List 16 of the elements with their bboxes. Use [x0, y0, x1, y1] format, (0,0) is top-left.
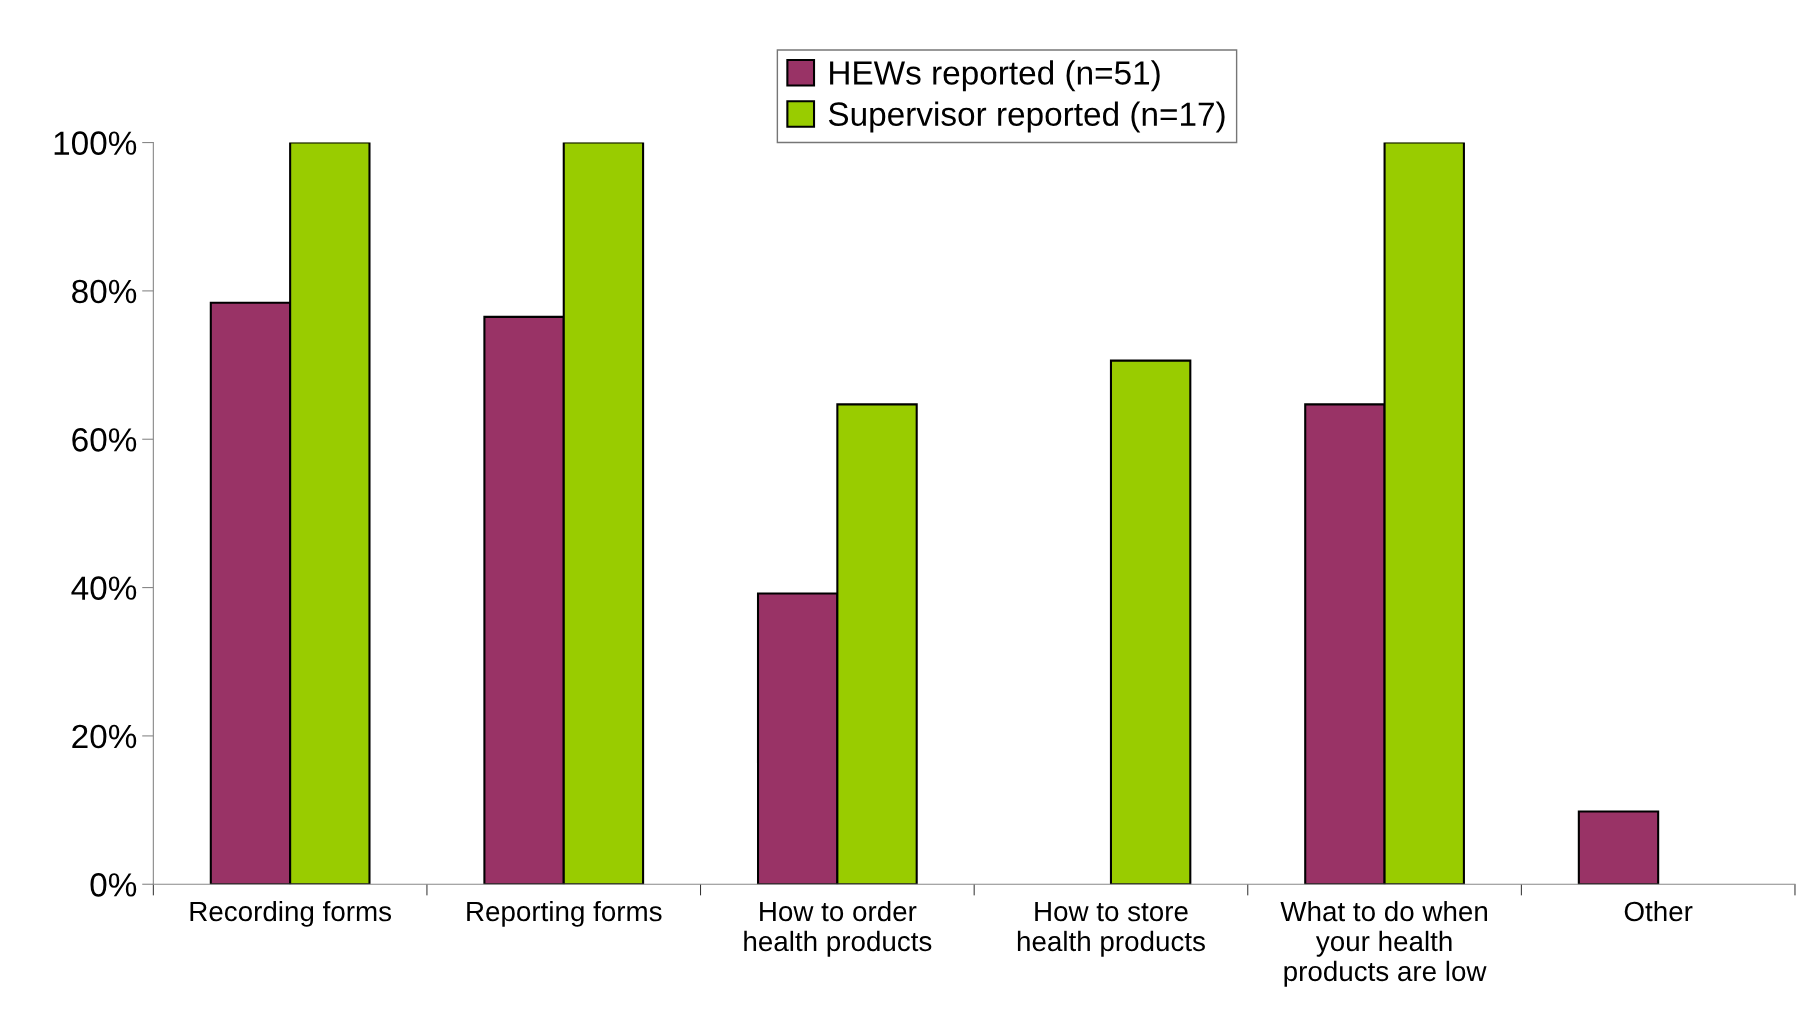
x-tick-label: What to do when your health products are low	[1280, 900, 1487, 987]
y-tick-label: 100%	[54, 131, 137, 155]
x-tick-label: Recording forms	[190, 900, 392, 927]
bar	[1577, 810, 1660, 885]
x-tick-label: Other	[1624, 900, 1693, 922]
y-tick-label: 60%	[72, 428, 137, 452]
y-tick-label: 0%	[90, 873, 137, 897]
legend-label: HEWs reported (n=51)	[830, 60, 1160, 92]
bar	[1109, 359, 1192, 885]
x-tick-label: How to order health products	[744, 900, 932, 957]
x-tick-label: How to store health products	[1017, 901, 1205, 957]
y-tick-label: 20%	[72, 724, 137, 749]
y-tick-label: 80%	[72, 279, 137, 304]
legend-label: Supervisor reported (n=17)	[828, 101, 1225, 133]
x-tick-label: Reporting forms	[467, 900, 662, 927]
y-tick-label: 40%	[71, 576, 137, 600]
